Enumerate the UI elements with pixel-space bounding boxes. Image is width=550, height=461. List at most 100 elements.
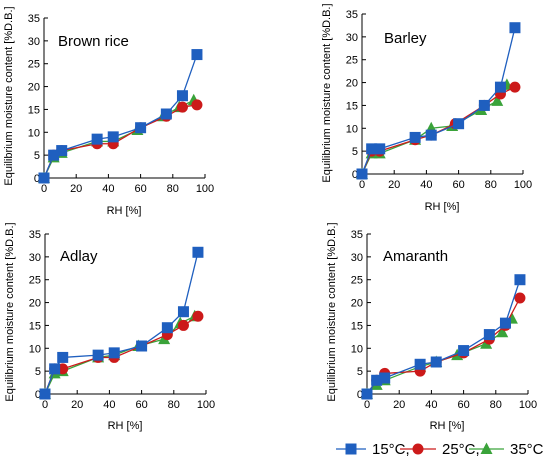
chart-title: Barley (384, 30, 427, 47)
data-point (49, 363, 61, 375)
data-point (192, 310, 204, 322)
data-point (483, 329, 495, 341)
y-tick-label: 25 (29, 275, 41, 287)
data-point (366, 143, 378, 155)
data-point (161, 322, 173, 334)
x-tick-label: 60 (134, 183, 146, 195)
x-tick-label: 80 (485, 179, 497, 191)
chart-panel-3: 0 5 10 15 20 25 30 35 0 20 40 60 80 100 Adlay Equilibri… (4, 222, 215, 432)
data-point (491, 94, 504, 106)
chart-title: Amaranth (383, 248, 448, 265)
y-tick-label: 0 (352, 169, 358, 181)
data-point (91, 133, 103, 145)
y-tick-label: 30 (28, 36, 40, 48)
y-tick-label: 5 (352, 146, 358, 158)
x-tick-label: 20 (393, 399, 405, 411)
chart-panel-1: 0 5 10 15 20 25 30 35 0 20 40 60 80 100 Brown rice Equi… (3, 6, 214, 217)
y-tick-label: 15 (351, 320, 363, 332)
legend-marker (345, 443, 357, 455)
series-line (44, 252, 199, 395)
y-tick-label: 25 (346, 55, 358, 67)
data-point (499, 317, 511, 329)
y-tick-label: 20 (346, 78, 358, 90)
data-point (48, 149, 60, 161)
series-15C (356, 22, 521, 180)
x-axis-label: RH [%] (107, 205, 142, 217)
data-point (57, 351, 69, 363)
y-axis-label: Equilibrium moisture content [%D.B.] (326, 222, 338, 401)
data-point (177, 306, 189, 318)
y-tick-label: 10 (346, 123, 358, 135)
data-point (478, 99, 490, 111)
series-15C (38, 49, 203, 184)
legend-marker (480, 442, 493, 454)
series-line (43, 104, 198, 179)
legend-item-25C: 25°C, (400, 441, 480, 458)
data-point (371, 374, 383, 386)
data-point (191, 49, 203, 61)
legend: 15°C, 25°C, 35°C (336, 441, 544, 458)
y-tick-label: 0 (357, 389, 363, 401)
chart-panel-2: 0 5 10 15 20 25 30 35 0 20 40 60 80 100 Barley Equilibr… (321, 3, 532, 213)
x-tick-label: 0 (42, 399, 48, 411)
x-axis-label: RH [%] (108, 420, 143, 432)
data-point (514, 274, 526, 286)
x-tick-label: 80 (490, 399, 502, 411)
x-tick-label: 100 (196, 183, 214, 195)
x-tick-label: 60 (135, 399, 147, 411)
y-tick-label: 35 (346, 9, 358, 21)
y-tick-label: 30 (346, 32, 358, 44)
series-35C (356, 78, 513, 179)
y-axis-label: Equilibrium moisture content [%D.B.] (3, 6, 15, 185)
data-point (356, 168, 368, 180)
y-tick-label: 10 (29, 343, 41, 355)
y-tick-label: 30 (351, 252, 363, 264)
data-point (409, 131, 421, 143)
data-point (361, 388, 373, 400)
x-tick-label: 40 (420, 179, 432, 191)
y-tick-label: 10 (351, 343, 363, 355)
x-tick-label: 80 (167, 183, 179, 195)
legend-marker (412, 443, 424, 455)
chart-panel-4: 0 5 10 15 20 25 30 35 0 20 40 60 80 100 Amaranth Equili… (326, 222, 537, 432)
y-tick-label: 25 (351, 275, 363, 287)
data-point (56, 145, 68, 157)
series-35C (361, 312, 518, 399)
legend-item-15C: 15°C, (336, 441, 410, 458)
data-point (425, 129, 437, 141)
y-tick-label: 0 (35, 389, 41, 401)
y-tick-label: 25 (28, 59, 40, 71)
legend-label: 35°C (510, 441, 544, 458)
data-point (39, 388, 51, 400)
data-point (453, 118, 465, 130)
y-axis-label: Equilibrium moisture content [%D.B.] (321, 3, 333, 182)
x-tick-label: 0 (364, 399, 370, 411)
series-line (43, 54, 198, 179)
y-tick-label: 35 (29, 229, 41, 241)
x-tick-label: 100 (197, 399, 215, 411)
data-point (176, 90, 188, 102)
x-tick-label: 20 (71, 399, 83, 411)
y-tick-label: 5 (35, 366, 41, 378)
x-tick-label: 20 (388, 179, 400, 191)
data-point (135, 122, 147, 134)
y-tick-label: 5 (357, 366, 363, 378)
data-point (496, 325, 509, 338)
data-point (430, 356, 442, 368)
data-point (176, 101, 188, 113)
data-point (494, 81, 506, 93)
data-point (514, 292, 526, 304)
data-point (414, 358, 426, 370)
data-point (458, 345, 470, 357)
data-point (509, 81, 521, 93)
x-axis-label: RH [%] (430, 420, 465, 432)
y-axis-label: Equilibrium moisture content [%D.B.] (4, 222, 16, 401)
legend-item-35C: 35°C (469, 441, 544, 458)
series-25C (356, 81, 521, 180)
data-point (509, 22, 521, 34)
y-tick-label: 20 (29, 298, 41, 310)
legend-label: 15°C, (372, 441, 410, 458)
y-tick-label: 5 (34, 150, 40, 162)
y-tick-label: 10 (28, 127, 40, 139)
